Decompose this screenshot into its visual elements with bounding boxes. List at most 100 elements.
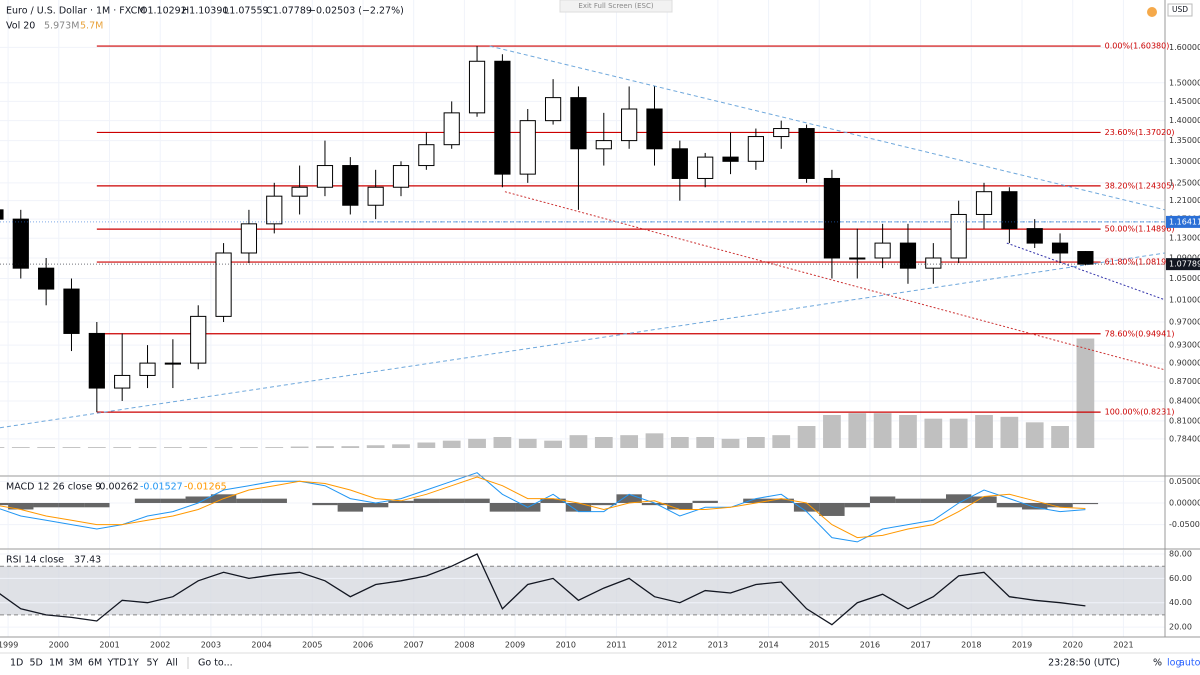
x-tick-label: 1999 xyxy=(0,641,18,650)
volume-bar xyxy=(1025,422,1044,448)
signal-line xyxy=(0,476,1086,539)
ohlc-label: H1.10390 xyxy=(182,6,228,17)
candle-body xyxy=(342,165,359,206)
x-tick-label: 2010 xyxy=(556,641,576,650)
histogram-bar xyxy=(920,498,946,503)
x-tick-label: 2000 xyxy=(49,641,69,650)
candle-body xyxy=(544,97,562,122)
candle-body xyxy=(418,144,435,167)
histogram-bar xyxy=(768,498,794,503)
candle-body xyxy=(88,332,105,389)
volume-bar xyxy=(797,426,816,448)
currency[interactable]: USD xyxy=(1172,5,1188,14)
volume-bar xyxy=(873,413,892,448)
y-tick-label: 1.09000 xyxy=(1169,254,1200,263)
volume-bar xyxy=(594,437,613,448)
candle-body xyxy=(823,177,841,259)
rsi-band xyxy=(0,566,1165,615)
histogram-bar xyxy=(1047,502,1073,508)
timeframe-button[interactable]: 1M xyxy=(49,658,63,669)
candle-body xyxy=(240,223,258,254)
timeframe-button[interactable]: 3M xyxy=(69,658,83,669)
price-badge xyxy=(1166,215,1200,228)
candle-body xyxy=(747,136,764,162)
fib-label: 0.00%(1.60380) xyxy=(1105,42,1170,51)
x-tick-label: 2014 xyxy=(758,641,778,650)
volume-bar xyxy=(1051,426,1069,448)
volume-bar xyxy=(696,437,715,448)
exit-button[interactable] xyxy=(559,0,673,13)
volume-bar xyxy=(290,446,309,448)
alert-icon[interactable] xyxy=(1147,7,1157,17)
volume-bar xyxy=(341,446,360,448)
trend-line xyxy=(489,45,1166,211)
candle-body xyxy=(595,140,612,150)
x-tick-label: 2004 xyxy=(251,641,271,650)
histogram-bar xyxy=(641,502,668,506)
histogram-bar xyxy=(261,498,287,503)
candle-body xyxy=(38,267,55,290)
candle-body xyxy=(1077,251,1094,265)
histogram-bar xyxy=(743,498,769,503)
candle-body xyxy=(975,191,993,215)
scale-option[interactable]: auto xyxy=(1179,658,1200,669)
candle-body xyxy=(621,108,638,142)
timeframe-button[interactable]: All xyxy=(166,658,178,669)
x-tick-label: 2020 xyxy=(1063,641,1083,650)
y-tick-label: 1.60000 xyxy=(1169,43,1200,52)
currency-box[interactable] xyxy=(1167,3,1193,17)
timeframe-button[interactable]: 5D xyxy=(30,658,43,669)
y-tick-label: 0.84000 xyxy=(1169,396,1200,405)
histogram-bar xyxy=(388,500,414,503)
volume-bar xyxy=(620,435,639,448)
y-tick-label: 1.25000 xyxy=(1169,178,1200,187)
fib-label: 50.00%(1.14896) xyxy=(1105,225,1175,234)
indicator-value: -0.01265 xyxy=(184,482,227,493)
goto-button[interactable]: Go to... xyxy=(198,658,233,669)
candle-body xyxy=(266,195,283,225)
x-tick-label: 2006 xyxy=(353,641,373,650)
candle-body xyxy=(443,112,460,146)
volume-bar xyxy=(645,433,664,448)
x-tick-label: 2003 xyxy=(201,641,221,650)
timeframe-button[interactable]: 1Y xyxy=(127,658,139,669)
candle-body xyxy=(139,362,156,376)
scale-option[interactable]: % xyxy=(1153,658,1162,669)
histogram-bar xyxy=(236,498,262,503)
timeframe-button[interactable]: 1D xyxy=(10,658,23,669)
timeframe-button[interactable]: 6M xyxy=(88,658,102,669)
fib-label: 78.60%(0.94941) xyxy=(1105,329,1175,338)
trend-line xyxy=(1006,242,1166,301)
y-tick-label: 1.35000 xyxy=(1169,136,1200,145)
ohlc-label: O1.10292 xyxy=(140,6,187,17)
candle-body xyxy=(316,165,334,188)
fib-label: 100.00%(0.8231) xyxy=(1105,408,1175,417)
volume-bar xyxy=(417,442,436,448)
candle-body xyxy=(164,362,181,365)
x-tick-label: 2005 xyxy=(302,641,322,650)
histogram-bar xyxy=(439,498,465,503)
candle-body xyxy=(0,209,4,220)
exit-button-label[interactable]: Exit Full Screen (ESC) xyxy=(578,2,653,10)
volume-bar xyxy=(316,446,334,448)
candle-body xyxy=(646,108,663,150)
price-badge-label: 1.16411 xyxy=(1169,217,1200,226)
timeframe-button[interactable]: 5Y xyxy=(147,658,159,669)
histogram-bar xyxy=(58,502,85,508)
timeframe-button[interactable]: YTD xyxy=(107,658,127,669)
candle-body xyxy=(63,288,80,334)
histogram-bar xyxy=(565,502,592,512)
histogram-bar xyxy=(362,502,389,508)
y-tick-label: 60.00 xyxy=(1169,574,1192,583)
volume-bar xyxy=(62,447,81,448)
volume-bar xyxy=(87,447,106,448)
x-tick-label: 2007 xyxy=(404,641,424,650)
histogram-bar xyxy=(667,502,693,510)
volume-bar xyxy=(518,438,537,448)
y-tick-label: 1.50000 xyxy=(1169,78,1200,87)
volume-title: Vol 20 xyxy=(6,21,35,32)
histogram-bar xyxy=(540,498,566,503)
y-tick-label: 80.00 xyxy=(1169,550,1192,559)
scale-option[interactable]: log xyxy=(1167,658,1181,669)
y-tick-label: 1.01000 xyxy=(1169,295,1200,304)
